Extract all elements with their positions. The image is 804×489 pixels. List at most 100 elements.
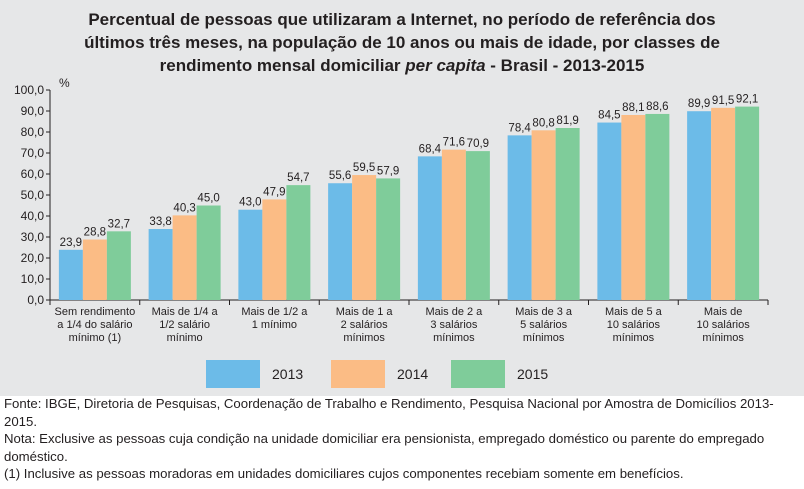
y-axis-unit: % [59,76,70,90]
bar-2013 [328,183,353,300]
y-tick-label: 60,0 [21,167,45,181]
data-label: 71,6 [443,137,465,149]
y-tick-label: 100,0 [14,83,44,97]
y-tick-label: 80,0 [21,125,45,139]
legend-swatch [451,360,505,388]
title-line-3: rendimento mensal domiciliar per capita … [20,54,784,77]
x-category-label: Sem rendimento [55,306,136,318]
title-line-3-italic: per capita [405,56,486,75]
bar-2015 [645,113,670,300]
y-tick-label: 40,0 [21,209,45,223]
x-category-label: 10 salários [607,319,661,331]
x-category-label: 1/2 salário [159,319,210,331]
data-label: 23,9 [60,237,82,249]
data-label: 89,9 [688,98,710,110]
bar-2013 [58,249,83,300]
x-category-label: mínimos [702,332,744,344]
x-category-label: 10 salários [697,319,751,331]
data-label: 78,4 [508,122,531,134]
bar-2014 [711,107,736,300]
legend-item-2015: 2015 [451,360,548,388]
x-category-label: Mais de 3 a [515,306,573,318]
x-category-label: mínimos [433,332,475,344]
data-label: 80,8 [532,117,554,129]
legend-item-2013: 2013 [206,360,303,388]
bar-2015 [196,205,221,300]
title-line-3-end: - Brasil - 2013-2015 [485,56,645,75]
y-tick-label: 50,0 [21,188,45,202]
data-label: 59,5 [353,162,375,174]
legend-label: 2014 [397,366,429,382]
bar-2013 [687,111,712,301]
data-label: 68,4 [419,143,442,155]
source-note: Fonte: IBGE, Diretoria de Pesquisas, Coo… [4,396,774,429]
bar-2015 [106,231,131,300]
x-category-label: 3 salários [430,319,478,331]
data-label: 55,6 [329,170,351,182]
x-category-label: Mais de [704,306,743,318]
title-line-3-start: rendimento mensal domiciliar [159,56,406,75]
x-category-label: 5 salários [520,319,568,331]
data-label: 43,0 [239,197,261,209]
bar-2013 [238,209,263,300]
data-label: 33,8 [149,216,171,228]
legend-label: 2013 [272,366,304,382]
footnote-1: (1) Inclusive as pessoas moradoras em un… [4,466,684,482]
bar-chart: % 0,0 10,0 20,0 30,0 40,0 50,0 60,0 70,0 80,0 90,0… [14,76,769,344]
bar-2014 [262,199,287,300]
chart-title: Percentual de pessoas que utilizaram a I… [20,8,784,77]
bar-2015 [555,128,580,300]
bar-2015 [376,178,401,300]
y-tick-label: 10,0 [21,272,45,286]
legend-swatch [206,360,260,388]
legend-item-2014: 2014 [331,360,428,388]
bar-2014 [441,149,466,300]
title-line-1: Percentual de pessoas que utilizaram a I… [88,10,716,29]
x-category-label: Mais de 1/2 a [241,306,308,318]
bar-2015 [286,185,311,300]
title-line-2: últimos três meses, na população de 10 a… [84,33,720,52]
chart-panel [0,0,804,396]
y-tick-label: 70,0 [21,146,45,160]
x-category-label: 2 salários [341,319,389,331]
data-label: 32,7 [108,218,130,230]
bar-2015 [735,106,760,300]
bar-2014 [621,114,646,301]
data-label: 92,1 [736,94,758,106]
x-category-label: mínimos [523,332,565,344]
y-tick-label: 20,0 [21,251,45,265]
data-label: 88,6 [646,101,668,113]
general-note: Nota: Exclusive as pessoas cuja condição… [4,431,765,464]
bar-2013 [507,135,532,300]
data-label: 47,9 [263,186,285,198]
data-label: 88,1 [622,102,644,114]
y-tick-label: 90,0 [21,104,45,118]
y-tick-label: 30,0 [21,230,45,244]
legend-label: 2015 [517,366,549,382]
data-label: 54,7 [287,172,309,184]
x-category-label: mínimos [613,332,655,344]
bar-2014 [172,215,197,300]
x-category-label: Mais de 1/4 a [152,306,219,318]
data-label: 91,5 [712,95,734,107]
bar-2013 [597,122,622,300]
x-category-label: Mais de 2 a [425,306,483,318]
data-label: 40,3 [173,202,195,214]
bar-2015 [465,151,490,300]
data-label: 70,9 [467,138,489,150]
legend-swatch [331,360,385,388]
bar-2014 [82,239,107,300]
data-label: 84,5 [598,110,620,122]
x-category-label: a 1/4 do salário [57,319,132,331]
footnotes: Fonte: IBGE, Diretoria de Pesquisas, Coo… [4,395,800,483]
x-category-label: Mais de 5 a [605,306,663,318]
x-category-label: 1 mínimo [252,319,297,331]
data-label: 28,8 [84,227,106,239]
bar-2013 [148,229,173,300]
x-category-label: mínimo (1) [69,332,122,344]
data-label: 45,0 [197,193,219,205]
y-tick-label: 0,0 [27,293,44,307]
data-label: 57,9 [377,165,399,177]
bar-2014 [352,175,377,300]
bar-2013 [417,156,442,300]
